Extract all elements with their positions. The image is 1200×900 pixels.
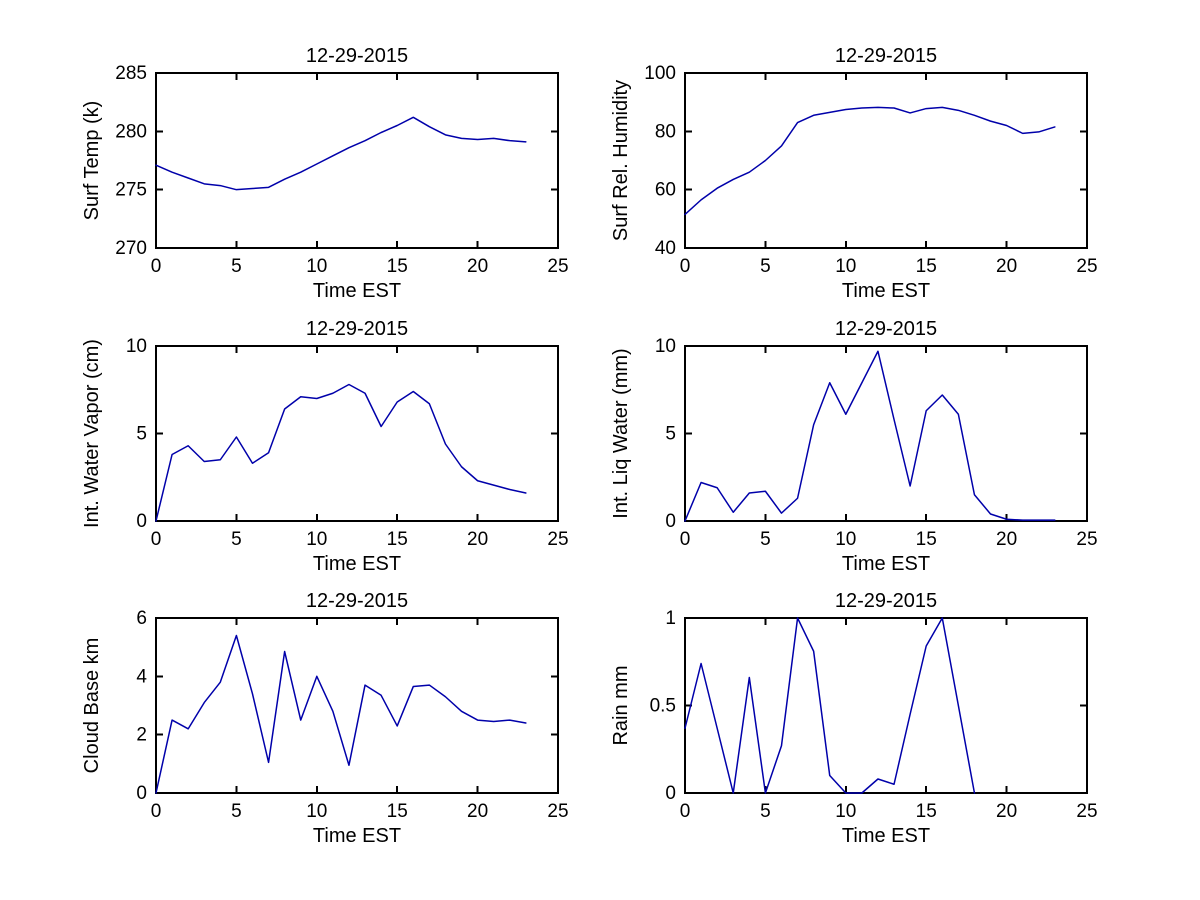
surf-rel-humidity-line — [684, 106, 1056, 216]
surf-temp-y-tick-label: 280 — [115, 121, 147, 142]
subplot-rain: 0 5 10 15 20 25 0 0.5 1 12-29-2015 Time EST Rain mm — [610, 590, 1098, 847]
surf-rel-humidity-ylabel: Surf Rel. Humidity — [610, 80, 632, 241]
surf-temp-title: 12-29-2015 — [306, 45, 408, 67]
int-water-vapor-xlabel: Time EST — [313, 553, 401, 575]
int-liq-water-x-tick-label: 25 — [1076, 529, 1097, 550]
cloud-base-line — [155, 634, 527, 794]
rain-y-tick-label: 0.5 — [650, 696, 676, 717]
int-liq-water-x-tick-label: 5 — [760, 529, 771, 550]
int-liq-water-title: 12-29-2015 — [835, 318, 937, 340]
surf-temp-x-tick-label: 15 — [387, 256, 408, 277]
rain-xlabel: Time EST — [842, 825, 930, 847]
surf-rel-humidity-x-tick-label: 20 — [996, 256, 1017, 277]
surf-temp-y-tick-label: 270 — [115, 238, 147, 259]
surf-temp-x-tick-label: 0 — [151, 256, 162, 277]
cloud-base-x-tick-label: 25 — [547, 801, 568, 822]
cloud-base-xlabel: Time EST — [313, 825, 401, 847]
cloud-base-x-tick-label: 15 — [387, 801, 408, 822]
rain-x-tick-label: 25 — [1076, 801, 1097, 822]
int-water-vapor-title: 12-29-2015 — [306, 318, 408, 340]
cloud-base-x-tick-label: 0 — [151, 801, 162, 822]
subplot-int-liq-water: 0 5 10 15 20 25 0 5 10 12-29-2015 Time EST Int. Liq… — [610, 318, 1098, 575]
rain-title: 12-29-2015 — [835, 590, 937, 612]
cloud-base-x-tick-label: 20 — [467, 801, 488, 822]
int-water-vapor-x-tick-label: 25 — [547, 529, 568, 550]
rain-x-tick-label: 15 — [916, 801, 937, 822]
surf-temp-y-tick-label: 275 — [115, 180, 147, 201]
rain-line — [684, 617, 976, 794]
int-liq-water-ylabel: Int. Liq Water (mm) — [610, 348, 632, 518]
int-water-vapor-axes-box — [155, 345, 559, 522]
surf-rel-humidity-x-tick-label: 10 — [835, 256, 856, 277]
int-water-vapor-x-tick-label: 5 — [231, 529, 242, 550]
rain-x-tick-label: 5 — [760, 801, 771, 822]
rain-x-tick-label: 20 — [996, 801, 1017, 822]
surf-temp-x-tick-label: 25 — [547, 256, 568, 277]
surf-rel-humidity-x-tick-label: 0 — [680, 256, 691, 277]
int-liq-water-axes-box — [684, 345, 1088, 522]
cloud-base-ylabel: Cloud Base km — [81, 638, 103, 774]
cloud-base-y-tick-label: 2 — [136, 725, 147, 746]
surf-temp-y-tick-label: 285 — [115, 63, 147, 84]
surf-rel-humidity-x-tick-label: 25 — [1076, 256, 1097, 277]
int-liq-water-x-tick-label: 10 — [835, 529, 856, 550]
cloud-base-y-tick-label: 6 — [136, 608, 147, 629]
surf-rel-humidity-title: 12-29-2015 — [835, 45, 937, 67]
cloud-base-y-tick-label: 4 — [136, 666, 147, 687]
cloud-base-x-tick-label: 5 — [231, 801, 242, 822]
surf-rel-humidity-y-tick-label: 60 — [655, 180, 676, 201]
cloud-base-y-tick-label: 0 — [136, 783, 147, 804]
subplot-surf-rel-humidity: 0 5 10 15 20 25 40 60 80 100 12-29-2015 Time EST Sur… — [610, 45, 1098, 302]
surf-rel-humidity-y-tick-label: 100 — [644, 63, 676, 84]
int-liq-water-y-tick-label: 10 — [655, 336, 676, 357]
rain-y-tick-label: 1 — [665, 608, 676, 629]
int-water-vapor-y-tick-label: 5 — [136, 424, 147, 445]
int-liq-water-y-tick-label: 5 — [665, 424, 676, 445]
int-water-vapor-y-tick-label: 0 — [136, 511, 147, 532]
int-water-vapor-line — [155, 383, 527, 522]
surf-rel-humidity-axes-box — [684, 72, 1088, 249]
rain-ylabel: Rain mm — [610, 665, 632, 745]
int-liq-water-xlabel: Time EST — [842, 553, 930, 575]
cloud-base-axes-box — [155, 617, 559, 794]
int-liq-water-x-tick-label: 15 — [916, 529, 937, 550]
surf-rel-humidity-y-tick-label: 80 — [655, 121, 676, 142]
surf-rel-humidity-x-tick-label: 5 — [760, 256, 771, 277]
surf-temp-xlabel: Time EST — [313, 280, 401, 302]
int-water-vapor-x-tick-label: 10 — [306, 529, 327, 550]
surf-rel-humidity-xlabel: Time EST — [842, 280, 930, 302]
int-water-vapor-x-tick-label: 0 — [151, 529, 162, 550]
surf-temp-x-tick-label: 10 — [306, 256, 327, 277]
cloud-base-title: 12-29-2015 — [306, 590, 408, 612]
surf-temp-x-tick-label: 5 — [231, 256, 242, 277]
cloud-base-x-tick-label: 10 — [306, 801, 327, 822]
int-water-vapor-x-tick-label: 15 — [387, 529, 408, 550]
subplot-cloud-base: 0 5 10 15 20 25 0 2 4 6 12-29-2015 Time EST Cloud Ba… — [81, 590, 569, 847]
rain-x-tick-label: 10 — [835, 801, 856, 822]
surf-temp-x-tick-label: 20 — [467, 256, 488, 277]
int-liq-water-x-tick-label: 0 — [680, 529, 691, 550]
subplot-surf-temp: 0 5 10 15 20 25 270 275 280 285 12-29-2015 Time EST… — [81, 45, 569, 302]
surf-rel-humidity-x-tick-label: 15 — [916, 256, 937, 277]
subplot-int-water-vapor: 0 5 10 15 20 25 0 5 10 12-29-2015 Time EST Int. Wat… — [81, 318, 569, 575]
rain-x-tick-label: 0 — [680, 801, 691, 822]
surf-temp-ylabel: Surf Temp (k) — [81, 101, 103, 221]
int-liq-water-y-tick-label: 0 — [665, 511, 676, 532]
int-water-vapor-y-tick-label: 10 — [126, 336, 147, 357]
int-liq-water-line — [684, 350, 1056, 522]
int-water-vapor-ylabel: Int. Water Vapor (cm) — [81, 339, 103, 528]
surf-temp-axes-box — [155, 72, 559, 249]
surf-temp-line — [155, 116, 527, 191]
rain-y-tick-label: 0 — [665, 783, 676, 804]
surf-rel-humidity-y-tick-label: 40 — [655, 238, 676, 259]
int-water-vapor-x-tick-label: 20 — [467, 529, 488, 550]
int-liq-water-x-tick-label: 20 — [996, 529, 1017, 550]
